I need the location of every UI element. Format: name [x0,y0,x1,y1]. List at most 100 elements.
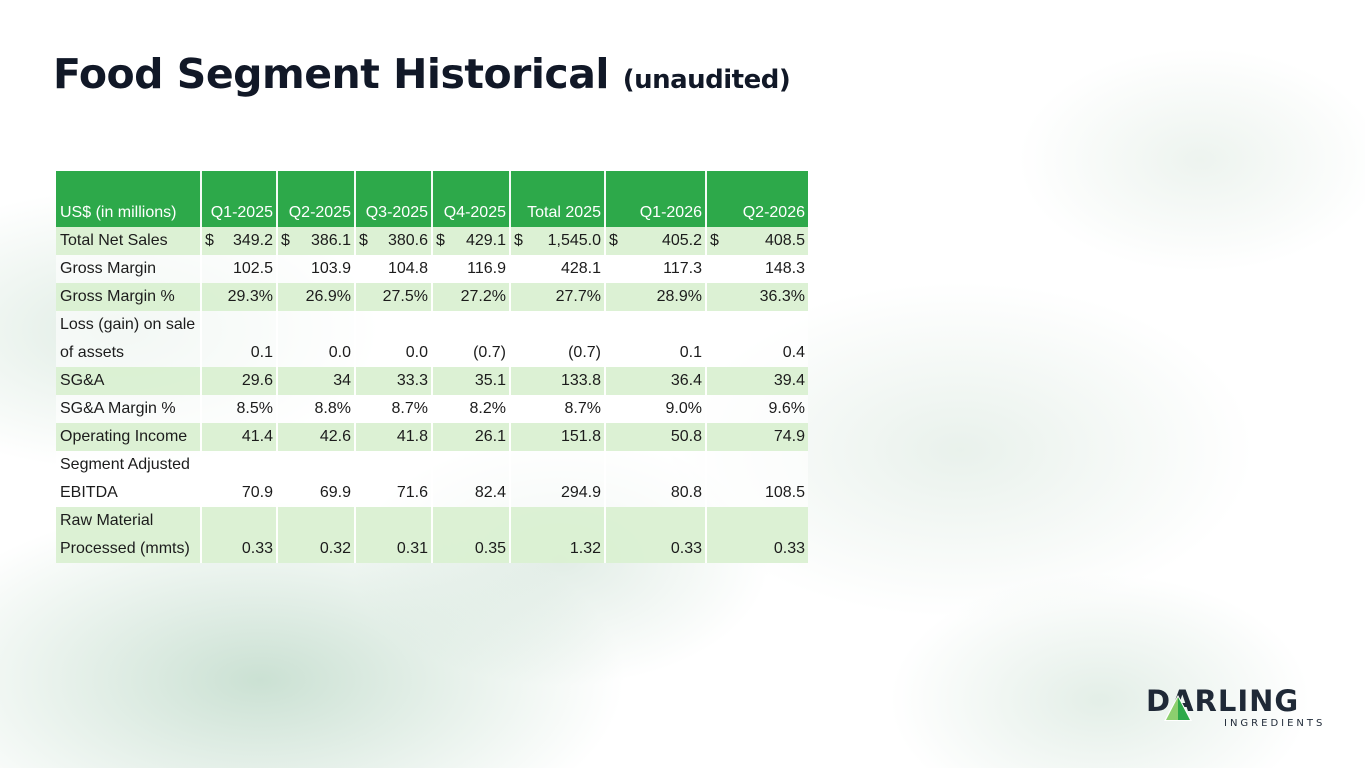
currency-symbol: $ [205,232,214,249]
table-cell: $349.2 [200,227,276,255]
header-cell: Q1-2026 [604,171,705,227]
table-cell: $405.2 [604,227,705,255]
table-cell: 27.2% [431,283,509,311]
table-cell: 41.4 [200,423,276,451]
table-cell: $386.1 [276,227,354,255]
table-cell: 8.8% [276,395,354,423]
row-label: SG&A Margin % [56,395,200,423]
table-cell: 27.5% [354,283,431,311]
table-row-sga-margin-pct: SG&A Margin % 8.5% 8.8% 8.7% 8.2% 8.7% 9… [56,395,808,423]
header-cell: Q1-2025 [200,171,276,227]
table-cell: 9.6% [705,395,808,423]
cell-value: 405.2 [661,232,702,249]
page-title: Food Segment Historical (unaudited) [53,50,791,98]
table-cell: 148.3 [705,255,808,283]
table-cell: 0.1 [604,311,705,367]
header-cell: Q2-2026 [705,171,808,227]
header-cell: Q3-2025 [354,171,431,227]
header-cell: US$ (in millions) [56,171,200,227]
table-cell: 133.8 [509,367,604,395]
table-cell: 1.32 [509,507,604,563]
table-cell: 82.4 [431,451,509,507]
currency-symbol: $ [436,232,445,249]
row-label: Gross Margin % [56,283,200,311]
table-cell: 35.1 [431,367,509,395]
darling-ingredients-logo: DARLING INGREDIENTS [1146,684,1322,734]
header-cell: Q2-2025 [276,171,354,227]
cell-value: 429.1 [465,232,506,249]
table-cell: 50.8 [604,423,705,451]
table-cell: $1,545.0 [509,227,604,255]
table-cell: 34 [276,367,354,395]
logo-triangle-icon [1164,695,1192,721]
table-row-sga: SG&A 29.6 34 33.3 35.1 133.8 36.4 39.4 [56,367,808,395]
table-cell: $408.5 [705,227,808,255]
table-row-loss-gain: Loss (gain) on sale of assets 0.1 0.0 0.… [56,311,808,367]
table-cell: 33.3 [354,367,431,395]
currency-symbol: $ [359,232,368,249]
table-cell: 8.7% [354,395,431,423]
table-cell: 0.0 [354,311,431,367]
cell-value: 1,545.0 [547,232,601,249]
table-row-total-net-sales: Total Net Sales $349.2 $386.1 $380.6 $42… [56,227,808,255]
table-header-row: US$ (in millions) Q1-2025 Q2-2025 Q3-202… [56,171,808,227]
table-cell: 26.9% [276,283,354,311]
table-cell: 151.8 [509,423,604,451]
table-cell: 29.3% [200,283,276,311]
table-cell: 69.9 [276,451,354,507]
table-cell: 42.6 [276,423,354,451]
table-cell: 70.9 [200,451,276,507]
table-row-segment-ebitda: Segment Adjusted EBITDA 70.9 69.9 71.6 8… [56,451,808,507]
table-cell: 39.4 [705,367,808,395]
table-cell: 29.6 [200,367,276,395]
table-cell: 116.9 [431,255,509,283]
row-label: Raw Material Processed (mmts) [56,507,200,563]
table-cell: 71.6 [354,451,431,507]
table-cell: 294.9 [509,451,604,507]
table-cell: 9.0% [604,395,705,423]
table-row-gross-margin: Gross Margin 102.5 103.9 104.8 116.9 428… [56,255,808,283]
table-cell: 27.7% [509,283,604,311]
table-cell: 80.8 [604,451,705,507]
title-suffix: (unaudited) [622,65,791,95]
table-cell: 0.32 [276,507,354,563]
row-label: Loss (gain) on sale of assets [56,311,200,367]
table-cell: $380.6 [354,227,431,255]
cell-value: 408.5 [764,232,805,249]
table-cell: 428.1 [509,255,604,283]
row-label: Total Net Sales [56,227,200,255]
header-cell: Q4-2025 [431,171,509,227]
row-label: SG&A [56,367,200,395]
cell-value: 380.6 [387,232,428,249]
table-cell: 0.33 [200,507,276,563]
table-cell: 41.8 [354,423,431,451]
header-cell: Total 2025 [509,171,604,227]
logo-subtext: INGREDIENTS [1224,718,1326,729]
table-cell: (0.7) [509,311,604,367]
title-text: Food Segment Historical [53,50,609,98]
table-cell: (0.7) [431,311,509,367]
table-cell: 0.33 [705,507,808,563]
table-cell: 103.9 [276,255,354,283]
table-cell: 36.4 [604,367,705,395]
currency-symbol: $ [710,232,719,249]
table-cell: 117.3 [604,255,705,283]
cell-value: 386.1 [310,232,351,249]
table-row-raw-material: Raw Material Processed (mmts) 0.33 0.32 … [56,507,808,563]
currency-symbol: $ [281,232,290,249]
row-label: Operating Income [56,423,200,451]
table-cell: 0.0 [276,311,354,367]
table-cell: 0.33 [604,507,705,563]
table-cell: 74.9 [705,423,808,451]
table-cell: 108.5 [705,451,808,507]
row-label: Segment Adjusted EBITDA [56,451,200,507]
cell-value: 349.2 [232,232,273,249]
table-cell: 104.8 [354,255,431,283]
table-cell: 8.7% [509,395,604,423]
table-cell: $429.1 [431,227,509,255]
table-cell: 0.35 [431,507,509,563]
currency-symbol: $ [609,232,618,249]
table-cell: 102.5 [200,255,276,283]
table-cell: 8.5% [200,395,276,423]
table-cell: 36.3% [705,283,808,311]
